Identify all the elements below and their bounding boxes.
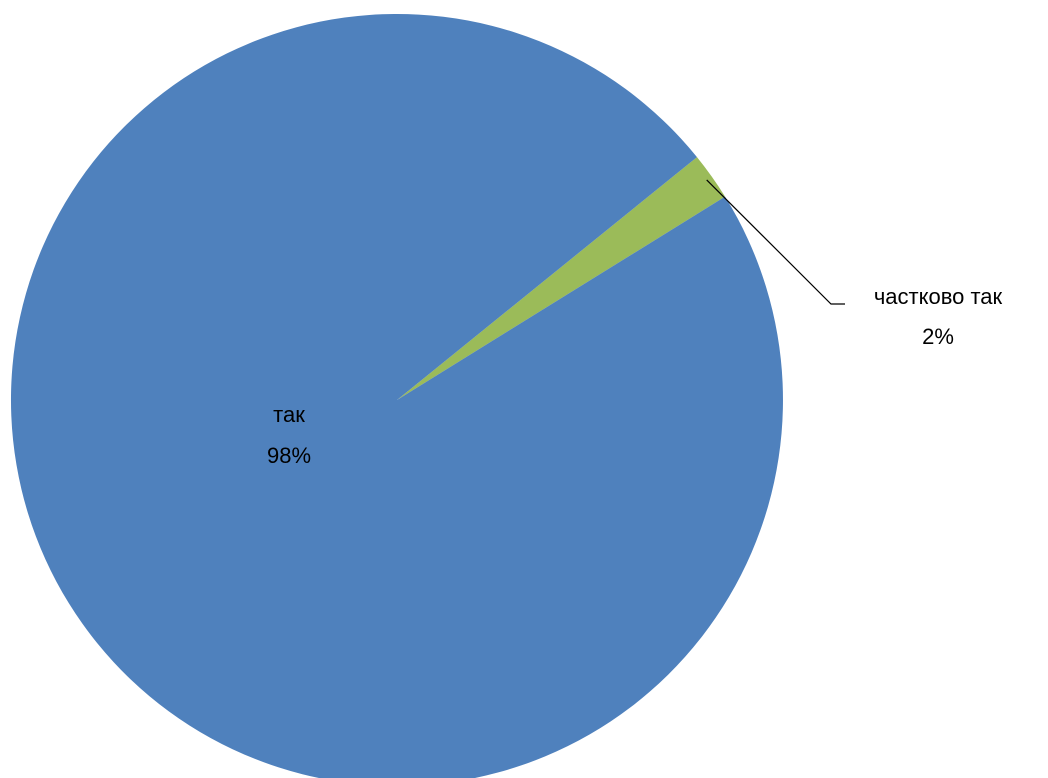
slice-label-yes: так <box>273 402 305 427</box>
slice-label-partially-yes: частково так <box>874 284 1003 309</box>
pie-slices <box>11 13 783 778</box>
pie-labels: частково так 2% так 98% <box>267 179 1003 468</box>
slice-percent-yes: 98% <box>267 443 311 468</box>
pie-slice-partially-yes <box>397 157 726 400</box>
pie-slice-yes <box>11 13 783 778</box>
leader-line-partially-yes <box>706 179 845 305</box>
slice-percent-partially-yes: 2% <box>922 324 954 349</box>
